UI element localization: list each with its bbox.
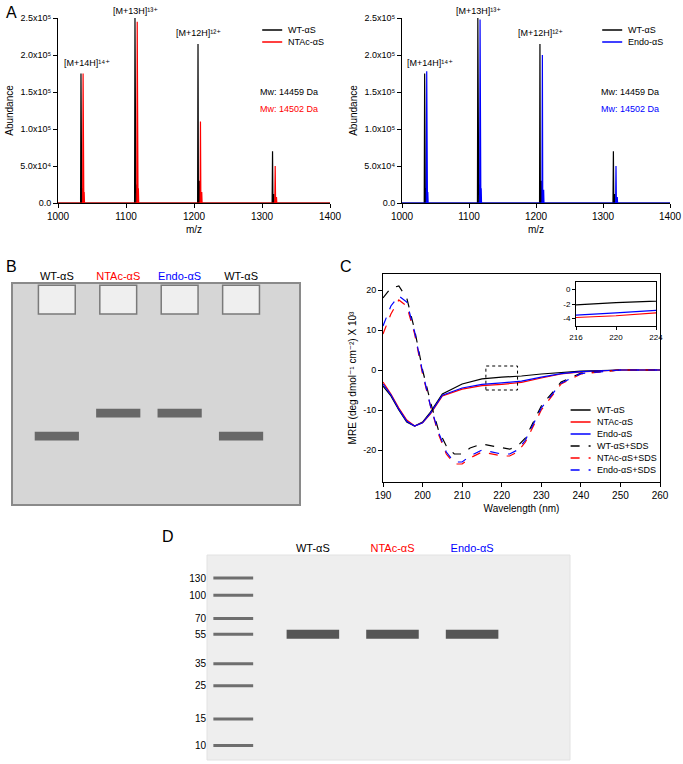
svg-text:1100: 1100 (115, 211, 137, 222)
svg-text:WT-αS+SDS: WT-αS+SDS (597, 441, 648, 451)
svg-text:WT-αS: WT-αS (224, 270, 258, 282)
svg-text:C: C (340, 258, 352, 275)
svg-text:55: 55 (195, 629, 207, 640)
svg-text:210: 210 (454, 490, 471, 501)
svg-text:WT-αS: WT-αS (40, 270, 74, 282)
svg-text:1.0x10⁵: 1.0x10⁵ (20, 124, 51, 134)
svg-text:1400: 1400 (659, 211, 682, 222)
svg-text:[M+12H]¹²⁺: [M+12H]¹²⁺ (176, 28, 221, 38)
svg-text:WT-αS: WT-αS (288, 25, 316, 35)
svg-text:D: D (162, 528, 174, 545)
svg-text:1200: 1200 (183, 211, 206, 222)
svg-text:1.5x10⁵: 1.5x10⁵ (364, 87, 395, 97)
svg-text:224: 224 (649, 333, 663, 342)
svg-text:2.0x10⁵: 2.0x10⁵ (20, 50, 51, 60)
svg-text:10: 10 (366, 325, 376, 335)
svg-text:A: A (6, 4, 17, 21)
svg-text:1000: 1000 (47, 211, 70, 222)
svg-text:B: B (6, 258, 17, 275)
svg-text:Mw: 14459 Da: Mw: 14459 Da (601, 87, 659, 97)
svg-text:Endo-αS+SDS: Endo-αS+SDS (597, 465, 656, 475)
svg-text:250: 250 (612, 490, 629, 501)
svg-text:2.5x10⁵: 2.5x10⁵ (20, 13, 51, 23)
svg-text:WT-αS: WT-αS (296, 542, 330, 554)
svg-text:Endo-αS: Endo-αS (628, 37, 663, 47)
svg-text:1300: 1300 (251, 211, 274, 222)
svg-text:[M+14H]¹⁴⁺: [M+14H]¹⁴⁺ (407, 58, 453, 68)
svg-text:Mw: 14502 Da: Mw: 14502 Da (601, 104, 659, 114)
svg-text:230: 230 (533, 490, 550, 501)
svg-text:Abundance: Abundance (348, 85, 359, 136)
svg-text:Endo-αS: Endo-αS (597, 429, 632, 439)
svg-text:1000: 1000 (391, 211, 414, 222)
svg-text:m/z: m/z (186, 224, 202, 235)
svg-text:25: 25 (195, 680, 207, 691)
svg-text:NTAc-αS: NTAc-αS (597, 417, 633, 427)
svg-text:WT-αS: WT-αS (597, 405, 625, 415)
svg-text:20: 20 (366, 285, 376, 295)
svg-text:[M+13H]¹³⁺: [M+13H]¹³⁺ (456, 6, 501, 16)
svg-text:220: 220 (493, 490, 510, 501)
svg-text:Abundance: Abundance (4, 85, 15, 136)
svg-text:200: 200 (414, 490, 431, 501)
svg-text:Wavelength (nm): Wavelength (nm) (484, 503, 560, 514)
svg-text:[M+12H]¹²⁺: [M+12H]¹²⁺ (518, 28, 563, 38)
svg-text:1.0x10⁵: 1.0x10⁵ (364, 124, 395, 134)
svg-text:WT-αS: WT-αS (628, 25, 656, 35)
svg-text:1.5x10⁵: 1.5x10⁵ (20, 87, 51, 97)
svg-text:240: 240 (573, 490, 590, 501)
svg-text:190: 190 (375, 490, 392, 501)
svg-text:NTAc-αS+SDS: NTAc-αS+SDS (597, 453, 657, 463)
svg-text:Endo-αS: Endo-αS (451, 542, 494, 554)
svg-text:1400: 1400 (319, 211, 342, 222)
svg-text:Mw: 14502 Da: Mw: 14502 Da (260, 104, 318, 114)
svg-text:Mw: 14459 Da: Mw: 14459 Da (260, 87, 318, 97)
svg-text:0: 0 (566, 285, 571, 294)
svg-text:2.5x10⁵: 2.5x10⁵ (364, 13, 395, 23)
svg-text:220: 220 (609, 333, 623, 342)
svg-text:15: 15 (195, 713, 207, 724)
svg-text:[M+13H]¹³⁺: [M+13H]¹³⁺ (113, 6, 158, 16)
svg-text:260: 260 (652, 490, 669, 501)
svg-text:[M+14H]¹⁴⁺: [M+14H]¹⁴⁺ (64, 58, 110, 68)
svg-text:NTAc-αS: NTAc-αS (288, 37, 324, 47)
svg-text:0.0: 0.0 (39, 198, 52, 208)
svg-text:0: 0 (371, 365, 376, 375)
svg-text:2.0x10⁵: 2.0x10⁵ (364, 50, 395, 60)
svg-text:100: 100 (189, 590, 206, 601)
svg-text:0.0: 0.0 (383, 198, 396, 208)
svg-text:5.0x10⁴: 5.0x10⁴ (20, 161, 51, 171)
svg-text:MRE (deg dmol⁻¹ cm⁻²) X 10³: MRE (deg dmol⁻¹ cm⁻²) X 10³ (347, 311, 358, 444)
svg-text:m/z: m/z (528, 224, 544, 235)
svg-text:1100: 1100 (458, 211, 480, 222)
svg-text:35: 35 (195, 658, 207, 669)
svg-text:216: 216 (569, 333, 583, 342)
svg-text:NTAc-αS: NTAc-αS (370, 542, 414, 554)
svg-text:Endo-αS: Endo-αS (158, 270, 201, 282)
svg-text:-10: -10 (363, 405, 376, 415)
svg-text:70: 70 (195, 613, 207, 624)
svg-text:-4: -4 (563, 314, 571, 323)
svg-text:NTAc-αS: NTAc-αS (96, 270, 140, 282)
svg-text:130: 130 (189, 573, 206, 584)
svg-text:5.0x10⁴: 5.0x10⁴ (364, 161, 395, 171)
svg-text:-20: -20 (363, 445, 376, 455)
svg-text:-2: -2 (563, 300, 571, 309)
svg-text:1200: 1200 (525, 211, 548, 222)
svg-text:10: 10 (195, 740, 207, 751)
svg-text:1300: 1300 (592, 211, 615, 222)
